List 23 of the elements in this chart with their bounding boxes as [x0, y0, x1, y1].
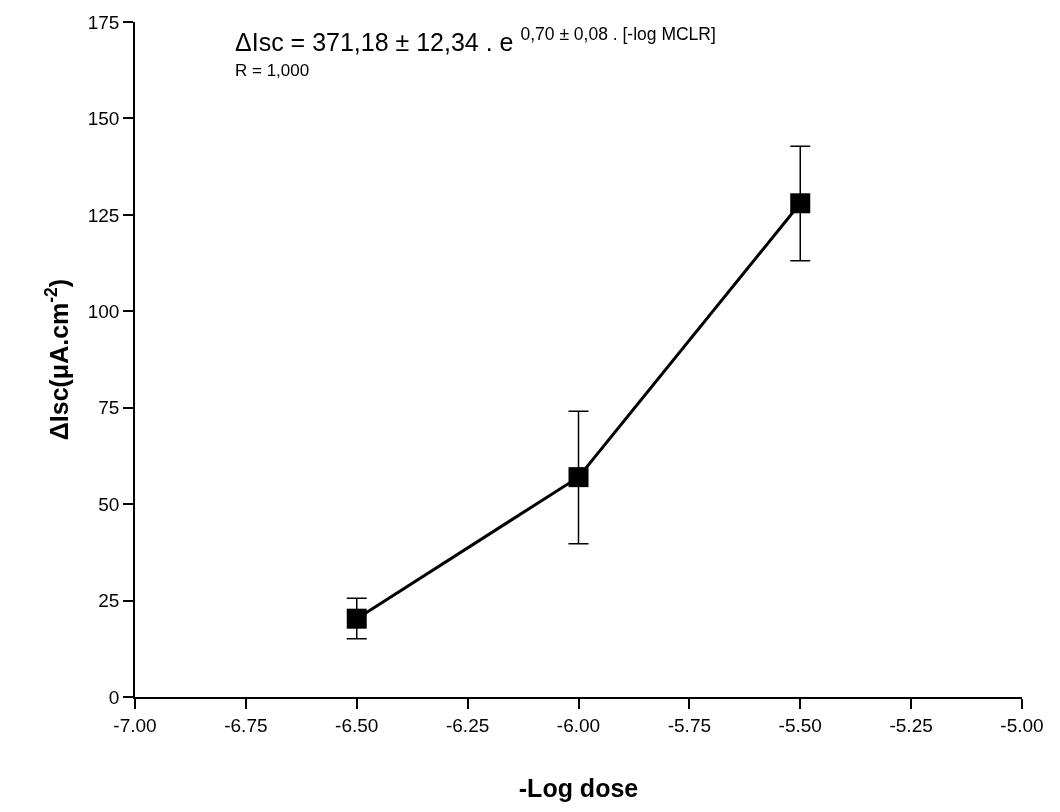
point: [568, 467, 589, 488]
point: [790, 193, 811, 214]
point: [346, 608, 367, 629]
annotation: R = 1,000: [235, 61, 310, 80]
x-tick-label: -5.00: [1000, 714, 1044, 736]
annotation: ΔIsc = 371,18 ± 12,34 . e $^{0,70 ± 0,08 . [-log MCLR]}$: [235, 24, 716, 56]
x-tick-label: -7.00: [113, 714, 157, 736]
y-tick-label: 50: [98, 493, 120, 515]
x-tick-label: -6.50: [335, 714, 379, 736]
y-tick-label: 150: [87, 108, 120, 130]
x-tick-label: -5.50: [778, 714, 822, 736]
x-axis-title: -Log dose: [518, 774, 639, 803]
x-tick-label: -5.75: [667, 714, 712, 736]
y-tick-label: 25: [98, 590, 120, 612]
y-tick-label: 100: [87, 300, 120, 322]
x-tick-label: -6.75: [224, 714, 268, 736]
y-tick-label: 75: [98, 397, 120, 419]
y-tick-label: 0: [108, 686, 120, 708]
y-tick-label: 175: [87, 11, 120, 33]
x-tick-label: -6.00: [556, 714, 601, 736]
x-tick-label: -6.25: [445, 714, 490, 736]
x-tick-label: -5.25: [889, 714, 933, 736]
y-tick-label: 125: [87, 204, 120, 226]
